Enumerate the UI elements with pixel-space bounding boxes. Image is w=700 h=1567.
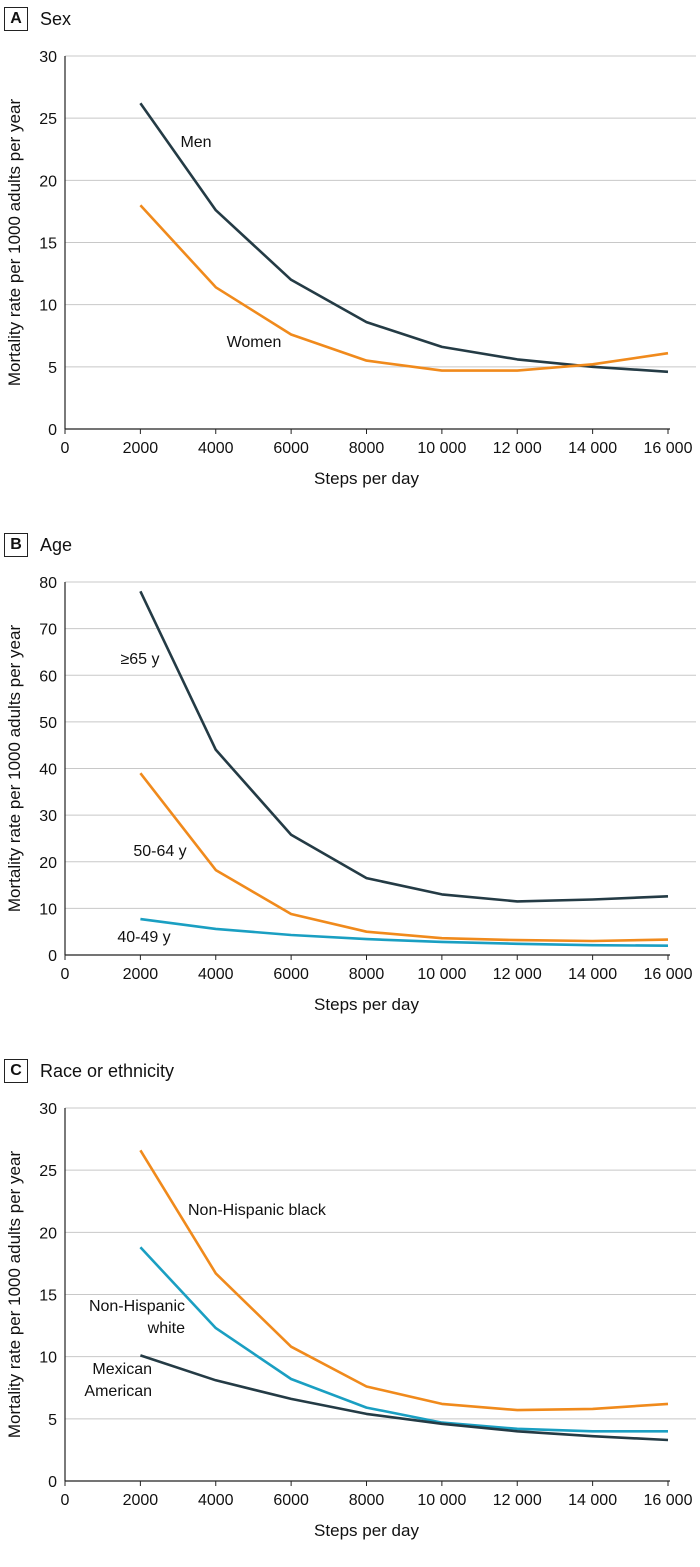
series-label: ≥65 y [120, 651, 159, 668]
series-line [139, 1246, 668, 1433]
x-axis-label: Steps per day [314, 995, 419, 1014]
y-axis-label: Mortality rate per 1000 adults per year [5, 625, 24, 913]
series-line [139, 1149, 669, 1412]
y-tick-label: 15 [39, 236, 57, 253]
x-tick-label: 8000 [349, 1492, 385, 1509]
x-tick-label: 12 000 [493, 440, 542, 457]
x-tick-label: 8000 [349, 966, 385, 983]
y-tick-label: 60 [39, 668, 57, 685]
panel-title: Sex [40, 9, 72, 29]
x-tick-label: 2000 [123, 966, 159, 983]
y-tick-label: 20 [39, 855, 57, 872]
series-label: Non-Hispanic black [188, 1202, 327, 1219]
x-tick-label: 4000 [198, 966, 234, 983]
series-line [139, 102, 669, 374]
series-line [139, 1354, 669, 1442]
y-tick-label: 50 [39, 715, 57, 732]
series-label: Men [180, 134, 211, 151]
x-tick-label: 4000 [198, 440, 234, 457]
y-tick-label: 30 [39, 49, 57, 66]
series-label: 50-64 y [133, 843, 186, 860]
panel-sex: A Sex 0 5 10 15 20 25 30 0 2000 4000 6000 8000 10 00… [0, 0, 700, 515]
y-tick-label: 0 [48, 948, 57, 965]
panel-header: A Sex [4, 5, 71, 33]
x-tick-label: 16 000 [644, 1492, 693, 1509]
x-tick-label: 14 000 [568, 1492, 617, 1509]
panel-header: C Race or ethnicity [4, 1057, 174, 1085]
panel-letter: B [4, 533, 28, 557]
x-tick-label: 10 000 [417, 440, 466, 457]
y-tick-label: 5 [48, 1412, 57, 1429]
y-tick-label: 20 [39, 1225, 57, 1242]
series-line [139, 772, 669, 943]
x-tick-label: 10 000 [417, 966, 466, 983]
chart-age: 0 10 20 30 40 50 60 70 80 0 2000 4000 6000 8000 10 000… [5, 575, 696, 1014]
y-tick-label: 80 [39, 575, 57, 592]
panel-header: B Age [4, 531, 72, 559]
chart-sex: 0 5 10 15 20 25 30 0 2000 4000 6000 8000 10 000 12 00… [5, 49, 696, 488]
y-axis-label: Mortality rate per 1000 adults per year [5, 99, 24, 387]
x-axis-label: Steps per day [314, 1521, 419, 1540]
y-tick-label: 0 [48, 1474, 57, 1491]
x-tick-label: 10 000 [417, 1492, 466, 1509]
panel-age: B Age 0 10 20 30 40 50 60 70 80 0 2000 4000 6000 8000… [0, 526, 700, 1041]
y-tick-label: 20 [39, 173, 57, 190]
series-label: 40-49 y [117, 929, 170, 946]
x-tick-label: 0 [61, 1492, 70, 1509]
x-axis-label: Steps per day [314, 469, 419, 488]
x-tick-label: 6000 [273, 440, 309, 457]
x-tick-label: 2000 [123, 1492, 159, 1509]
x-tick-label: 2000 [123, 440, 159, 457]
x-tick-label: 16 000 [644, 966, 693, 983]
series-label: Women [227, 334, 282, 351]
x-tick-label: 12 000 [493, 1492, 542, 1509]
x-tick-label: 0 [61, 966, 70, 983]
y-tick-label: 30 [39, 1101, 57, 1118]
x-tick-label: 12 000 [493, 966, 542, 983]
series-line [140, 917, 669, 947]
x-tick-label: 14 000 [568, 440, 617, 457]
x-tick-label: 0 [61, 440, 70, 457]
series-line [139, 204, 669, 372]
y-tick-label: 10 [39, 298, 57, 315]
series-label: Mexican American [84, 1361, 152, 1400]
x-tick-label: 16 000 [644, 440, 693, 457]
y-tick-label: 15 [39, 1288, 57, 1305]
panel-title: Race or ethnicity [40, 1061, 175, 1081]
x-tick-label: 4000 [198, 1492, 234, 1509]
panel-title: Age [40, 535, 73, 555]
x-tick-label: 6000 [273, 966, 309, 983]
y-tick-label: 30 [39, 808, 57, 825]
y-tick-label: 70 [39, 622, 57, 639]
x-tick-label: 14 000 [568, 966, 617, 983]
y-axis-label: Mortality rate per 1000 adults per year [5, 1151, 24, 1439]
y-tick-label: 25 [39, 1163, 57, 1180]
y-tick-label: 25 [39, 111, 57, 128]
series-line [139, 590, 669, 903]
x-tick-label: 6000 [273, 1492, 309, 1509]
panel-race-ethnicity: C Race or ethnicity 0 5 10 15 20 25 30 0 2000 400… [0, 1052, 700, 1567]
y-tick-label: 5 [48, 360, 57, 377]
y-tick-label: 40 [39, 762, 57, 779]
chart-race-ethnicity: 0 5 10 15 20 25 30 0 2000 4000 6000 8000 10 000 12 00… [5, 1101, 696, 1540]
y-tick-label: 0 [48, 422, 57, 439]
x-tick-label: 8000 [349, 440, 385, 457]
panel-letter: C [4, 1059, 28, 1083]
series-label: Non-Hispanic white [89, 1298, 185, 1337]
panel-letter: A [4, 7, 28, 31]
y-tick-label: 10 [39, 1350, 57, 1367]
y-tick-label: 10 [39, 901, 57, 918]
